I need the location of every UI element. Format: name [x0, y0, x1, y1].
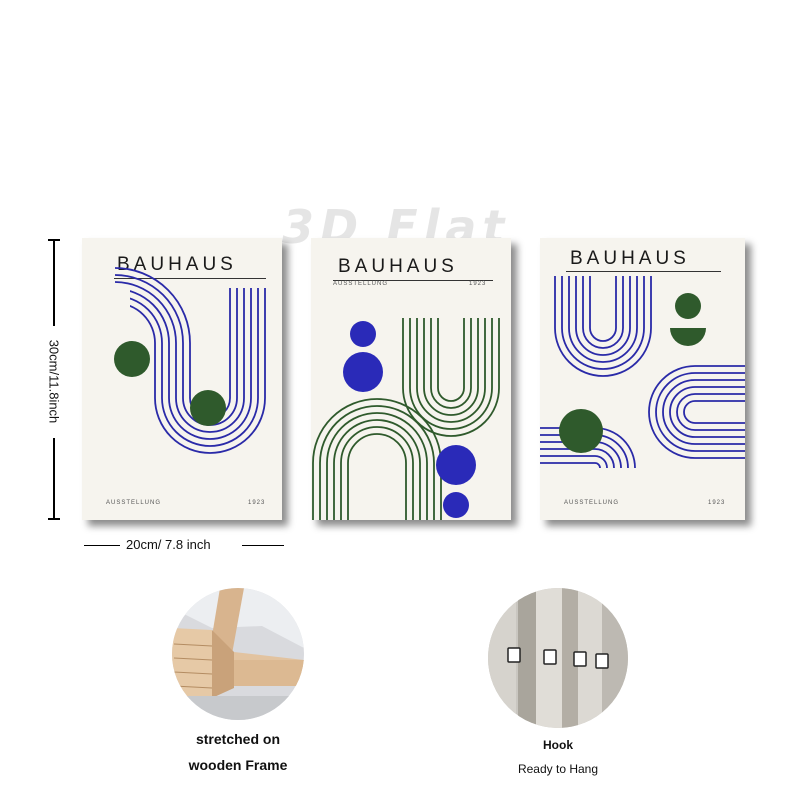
hook-caption-1: Hook	[543, 738, 573, 752]
poster-1-title: BAUHAUS	[117, 254, 237, 275]
width-line-right	[242, 545, 284, 546]
hook-icon	[488, 588, 628, 728]
poster-3-label-right: 1923	[708, 500, 726, 506]
wooden-frame-caption-2: wooden Frame	[188, 757, 288, 773]
poster-3: BAUHAUS AUSSTELLU	[540, 238, 745, 520]
wooden-frame-icon	[172, 588, 304, 720]
wooden-frame-caption-1: stretched on	[195, 731, 280, 747]
poster-2: BAUHAUS AUSSTELLUNG 1923	[311, 238, 511, 520]
poster-2-label-left: AUSSTELLUNG	[333, 281, 389, 287]
height-label-bg	[44, 326, 64, 438]
wooden-frame-photo	[172, 588, 304, 720]
hook-photo	[488, 588, 628, 728]
poster-3-artwork	[540, 276, 745, 469]
poster-2-title-rule	[333, 280, 493, 281]
width-label: 20cm/ 7.8 inch	[126, 537, 211, 552]
poster-2-title: BAUHAUS	[338, 256, 458, 277]
poster-1-title-rule	[114, 278, 266, 279]
height-label: 30cm/11.8inch	[46, 339, 62, 424]
poster-3-label-left: AUSSTELLUNG	[564, 500, 620, 506]
poster-1-label-left: AUSSTELLUNG	[106, 500, 162, 506]
poster-1-artwork	[102, 267, 266, 454]
poster-1: BAUHAUS AUSSTELLUNG 1923	[82, 238, 282, 520]
hook-caption-2: Ready to Hang	[517, 762, 599, 776]
poster-3-title-rule	[566, 271, 721, 272]
poster-2-artwork	[312, 318, 500, 520]
poster-3-title: BAUHAUS	[570, 248, 690, 269]
width-line-left	[84, 545, 120, 546]
height-cap-top	[48, 239, 60, 241]
poster-1-label-right: 1923	[248, 500, 266, 506]
poster-2-label-right: 1923	[469, 281, 487, 287]
height-cap-bottom	[48, 518, 60, 520]
